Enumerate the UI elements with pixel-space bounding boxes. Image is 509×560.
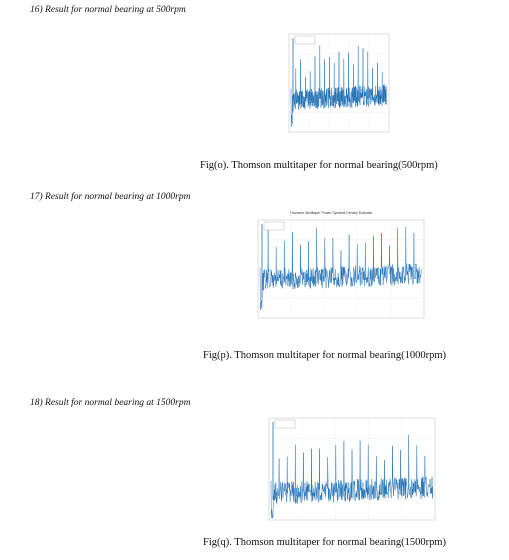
spectrum-line (259, 226, 422, 310)
figure-caption: Fig(q). Thomson multitaper for normal be… (203, 537, 447, 548)
datatip (274, 419, 296, 429)
section-heading: 18) Result for normal bearing at 1500rpm (30, 398, 191, 408)
section-heading: 17) Result for normal bearing at 1000rpm (30, 192, 191, 202)
spectrum-figure: Thomson Multitaper Power Spectral Densit… (232, 206, 430, 340)
figure-caption: Fig(p). Thomson multitaper for normal be… (203, 350, 447, 361)
spectrum-figure (243, 20, 437, 152)
datatip (294, 35, 316, 45)
figure-title: Thomson Multitaper Power Spectral Densit… (290, 211, 373, 215)
spectrum-line (270, 434, 433, 519)
datatip (263, 221, 285, 231)
figure-caption: Fig(o). Thomson multitaper for normal be… (200, 160, 438, 171)
spectrum-figure (243, 410, 438, 530)
section-heading: 16) Result for normal bearing at 500rpm (30, 5, 186, 15)
spectrum-line (290, 45, 388, 128)
